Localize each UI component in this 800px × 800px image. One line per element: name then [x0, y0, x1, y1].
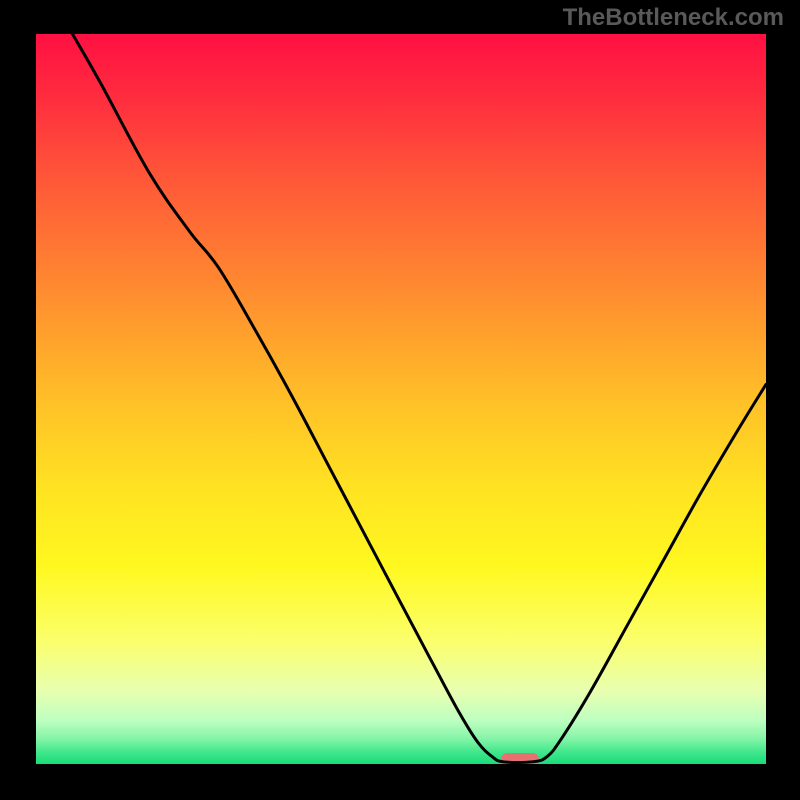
watermark-text: TheBottleneck.com [563, 4, 784, 32]
chart-plot-area [36, 34, 766, 764]
bottleneck-curve [36, 34, 766, 764]
